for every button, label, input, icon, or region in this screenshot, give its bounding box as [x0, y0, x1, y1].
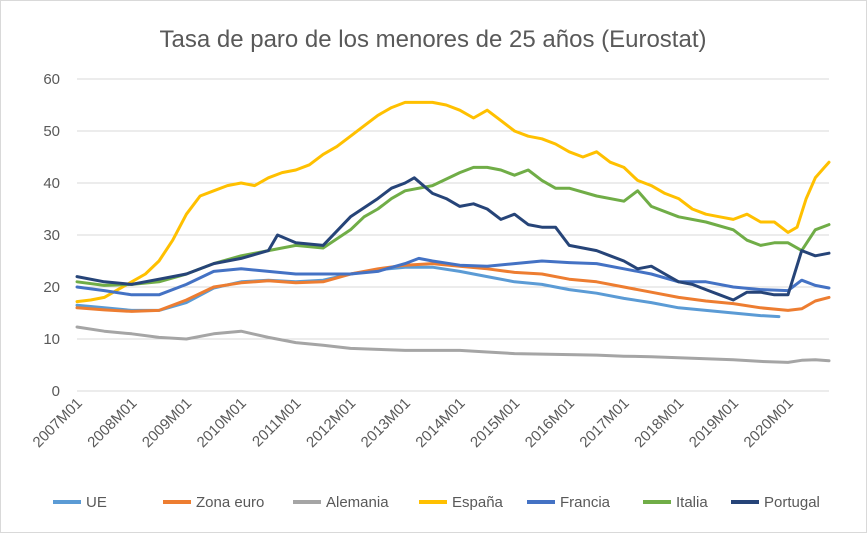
series-line-francia [75, 256, 831, 297]
x-tick-label: 2008M01 [84, 395, 140, 451]
legend-label: Francia [560, 494, 611, 511]
x-tick-label: 2018M01 [631, 395, 687, 451]
legend-label: España [452, 494, 504, 511]
y-tick-label: 40 [43, 175, 60, 192]
series-line-italia [75, 165, 831, 287]
y-tick-label: 0 [52, 383, 60, 400]
series-line-portugal [75, 176, 831, 302]
y-tick-label: 10 [43, 331, 60, 348]
x-tick-label: 2013M01 [358, 395, 414, 451]
legend-item: España [419, 494, 504, 511]
legend-label: Portugal [764, 494, 820, 511]
legend-item: Portugal [731, 494, 820, 511]
y-tick-label: 20 [43, 279, 60, 296]
series-group [75, 100, 831, 364]
legend-label: Zona euro [196, 494, 264, 511]
x-tick-label: 2020M01 [741, 395, 797, 451]
legend-item: Francia [527, 494, 611, 511]
x-tick-label: 2012M01 [303, 395, 359, 451]
gridlines [77, 78, 829, 392]
chart-title: Tasa de paro de los menores de 25 años (… [160, 26, 707, 53]
legend-item: Zona euro [163, 494, 264, 511]
x-tick-label: 2010M01 [194, 395, 250, 451]
y-axis: 0 10 20 30 40 50 60 [43, 71, 60, 400]
legend-label: Italia [676, 494, 708, 511]
y-tick-label: 50 [43, 123, 60, 140]
legend-item: Alemania [293, 494, 389, 511]
legend-label: Alemania [326, 494, 389, 511]
x-tick-label: 2009M01 [139, 395, 195, 451]
legend-item: Italia [643, 494, 708, 511]
series-line-españa [75, 100, 831, 304]
x-tick-label: 2007M01 [30, 395, 86, 451]
x-tick-label: 2017M01 [576, 395, 632, 451]
x-tick-label: 2014M01 [412, 395, 468, 451]
x-tick-label: 2016M01 [522, 395, 578, 451]
series-line-alemania [75, 325, 831, 364]
legend-item: UE [53, 494, 107, 511]
series-line-zona-euro [75, 262, 831, 313]
y-tick-label: 60 [43, 71, 60, 88]
legend-label: UE [86, 494, 107, 511]
legend: UE Zona euro Alemania España Francia Italia Po… [53, 494, 820, 511]
x-tick-label: 2011M01 [249, 395, 304, 450]
series-line-ue [75, 265, 781, 319]
y-tick-label: 30 [43, 227, 60, 244]
x-tick-label: 2019M01 [686, 395, 742, 451]
x-tick-label: 2015M01 [467, 395, 523, 451]
